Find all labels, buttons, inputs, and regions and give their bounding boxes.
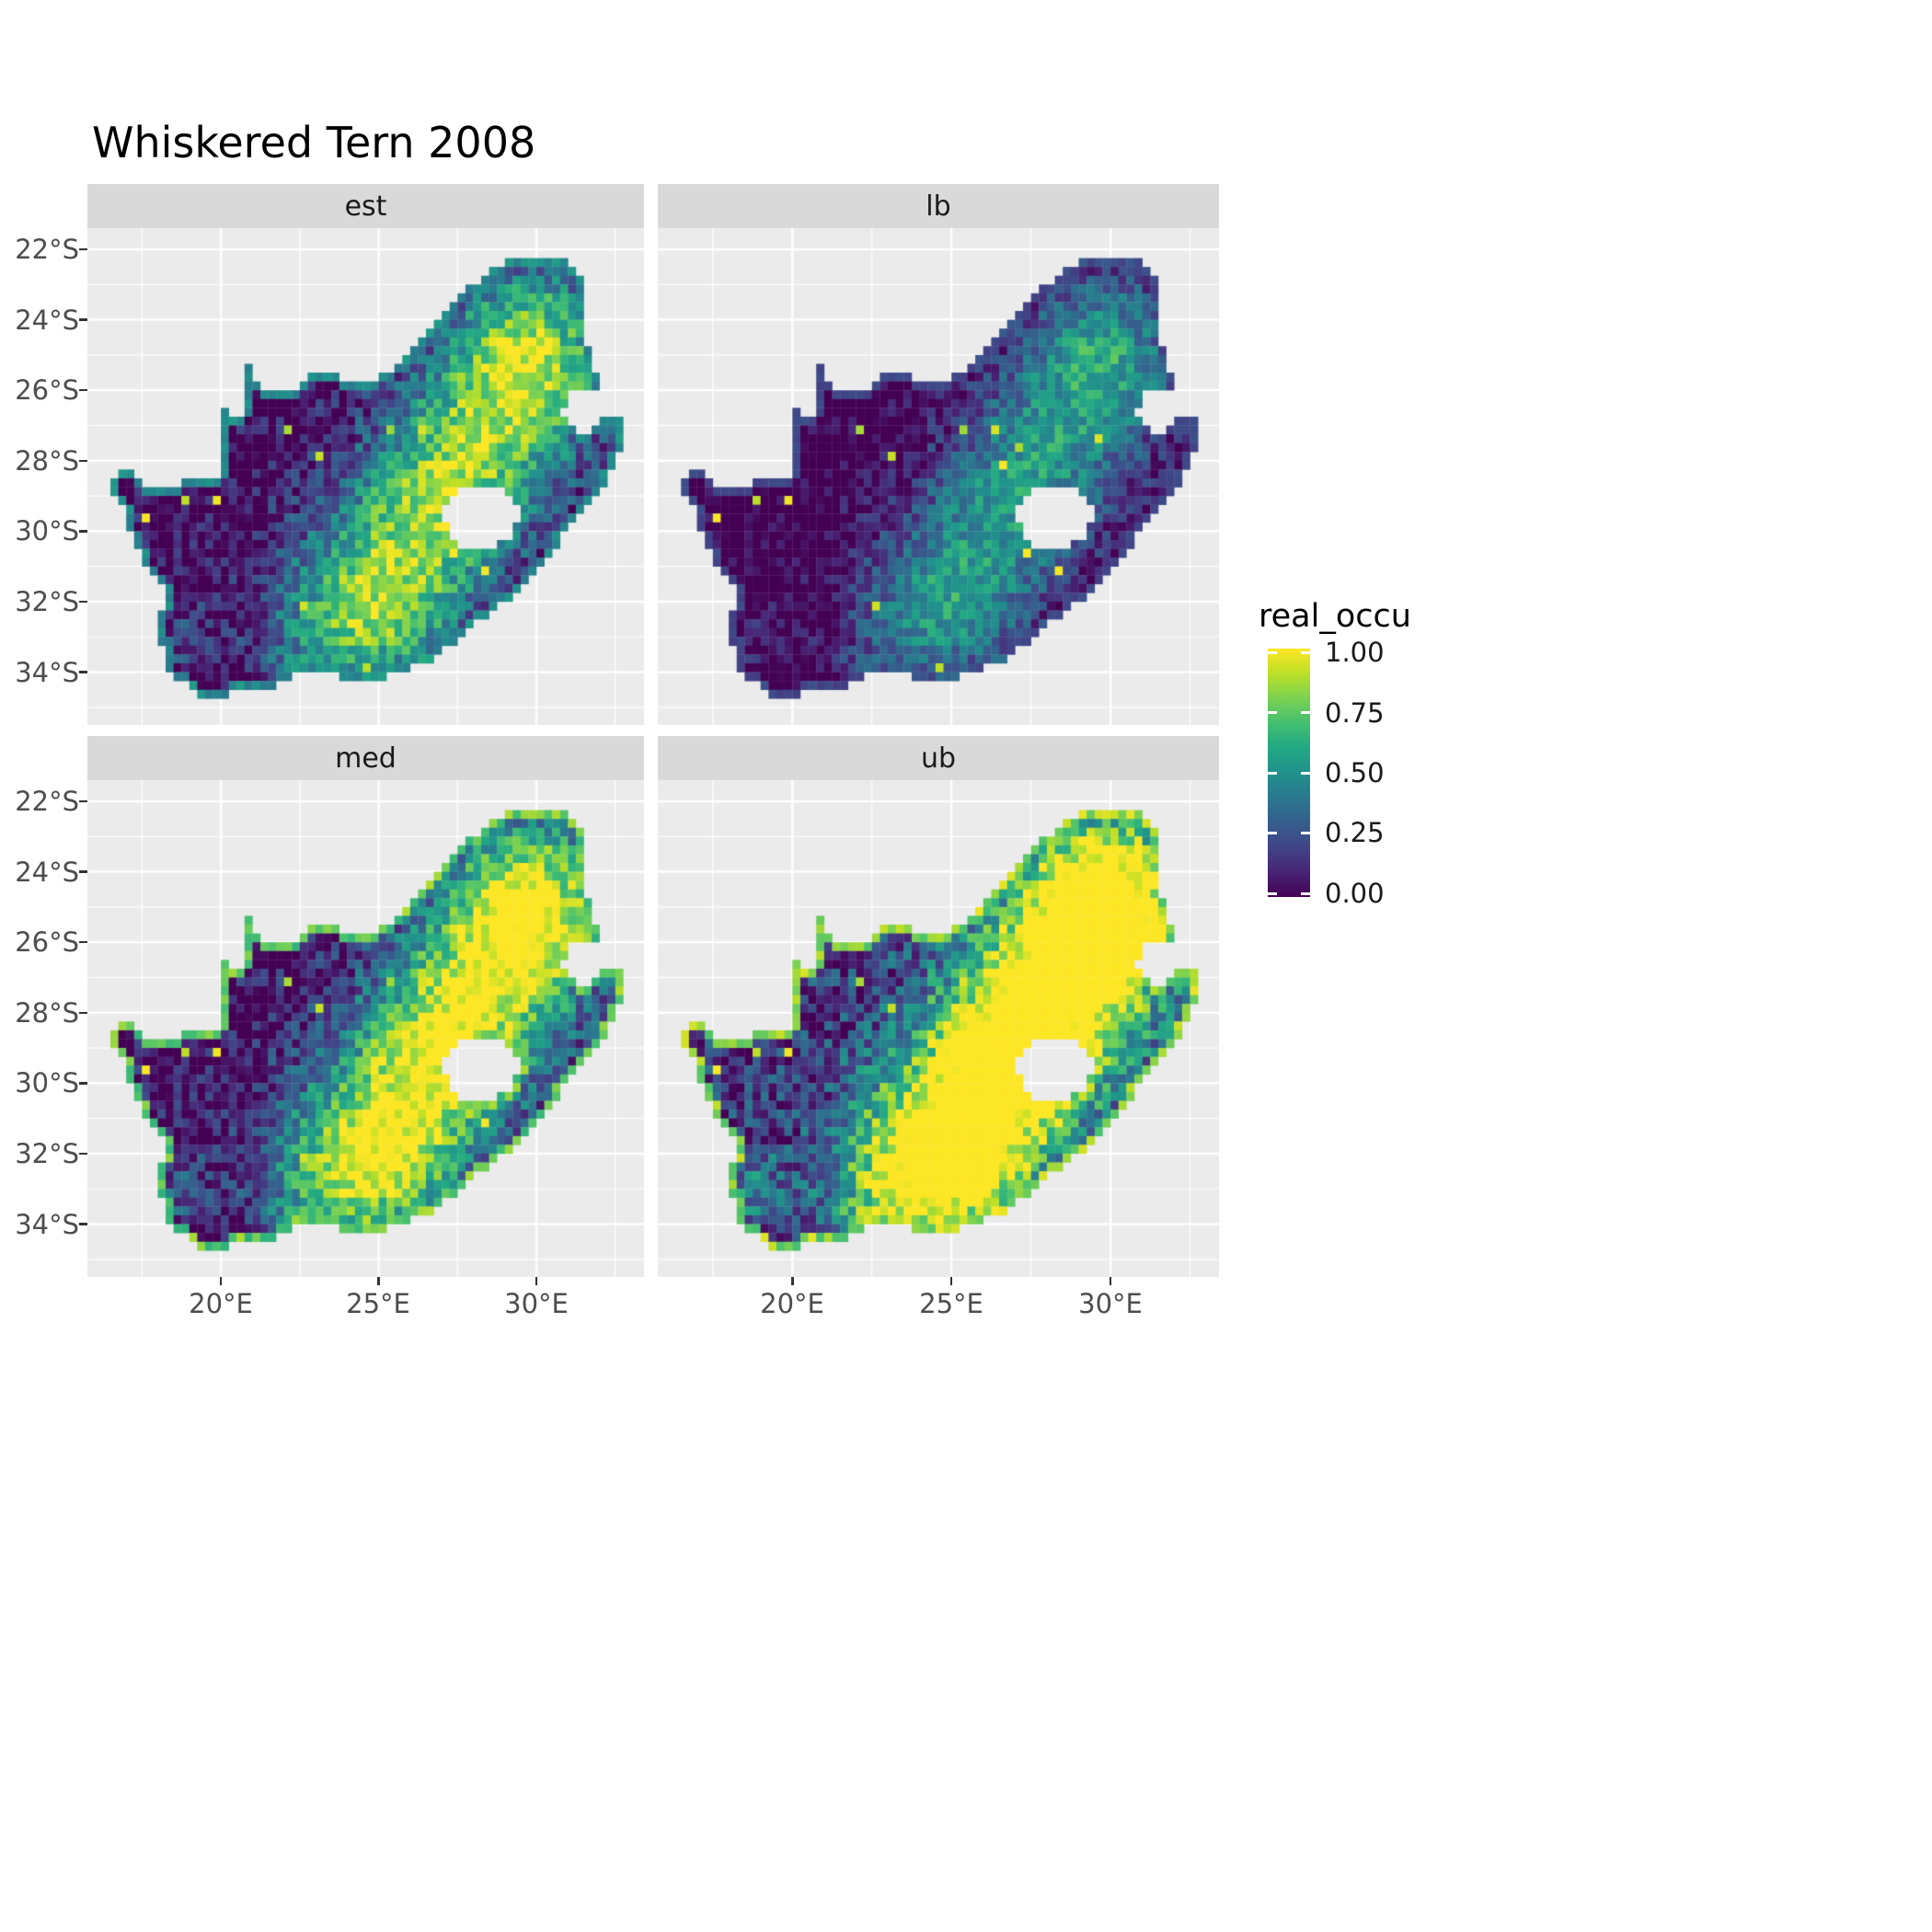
axis-tick-mark — [535, 1277, 538, 1285]
facet-label-med: med — [335, 742, 397, 775]
axis-tick-mark — [79, 1223, 87, 1225]
facet-strip-est: est — [87, 184, 644, 228]
legend-tick-mark — [1268, 771, 1277, 775]
axis-tick-mark — [79, 671, 87, 673]
x-axis-label: 20°E — [760, 1288, 824, 1319]
y-axis-label: 26°S — [15, 926, 79, 958]
y-axis-label: 34°S — [15, 657, 79, 688]
axis-tick-mark — [79, 247, 87, 251]
facet-label-est: est — [344, 190, 387, 223]
map-panel-lb — [658, 228, 1219, 725]
map-panel-med — [87, 780, 644, 1277]
legend-tick-label: 0.75 — [1325, 697, 1385, 729]
legend-tick-mark — [1301, 771, 1310, 775]
facet-label-ub: ub — [920, 742, 957, 775]
x-axis-label: 30°E — [1078, 1288, 1143, 1319]
axis-tick-mark — [79, 318, 87, 321]
legend-tick-mark — [1268, 650, 1277, 654]
x-axis-label: 25°E — [919, 1288, 983, 1319]
x-axis-label: 20°E — [189, 1288, 253, 1319]
facet-strip-lb: lb — [658, 184, 1219, 228]
legend-tick-label: 0.50 — [1325, 757, 1385, 788]
legend-tick-mark — [1301, 832, 1310, 834]
legend-tick-mark — [1268, 711, 1277, 714]
axis-tick-mark — [949, 1277, 953, 1285]
legend-tick-mark — [1301, 711, 1310, 714]
axis-tick-mark — [79, 1011, 87, 1015]
axis-tick-mark — [79, 459, 87, 463]
y-axis-label: 24°S — [15, 857, 79, 888]
legend-tick-mark — [1268, 832, 1277, 834]
facet-strip-med: med — [87, 736, 644, 780]
y-axis-label: 22°S — [15, 786, 79, 817]
axis-tick-mark — [219, 1277, 223, 1285]
page-title: Whiskered Tern 2008 — [92, 118, 536, 167]
legend-tick-label: 0.00 — [1325, 878, 1385, 909]
legend-title: real_occu — [1259, 598, 1411, 635]
x-axis-label: 30°E — [504, 1288, 569, 1319]
y-axis-label: 32°S — [15, 586, 79, 617]
legend-tick-label: 1.00 — [1325, 637, 1385, 668]
axis-tick-mark — [79, 1152, 87, 1156]
axis-tick-mark — [79, 1082, 87, 1085]
axis-tick-mark — [1109, 1277, 1112, 1285]
map-panel-est — [87, 228, 644, 725]
y-axis-label: 28°S — [15, 997, 79, 1029]
y-axis-label: 32°S — [15, 1138, 79, 1169]
axis-tick-mark — [79, 799, 87, 803]
facet-label-lb: lb — [926, 190, 951, 223]
facet-strip-ub: ub — [658, 736, 1219, 780]
y-axis-label: 30°S — [15, 1067, 79, 1098]
legend-tick-label: 0.25 — [1325, 817, 1385, 848]
y-axis-label: 28°S — [15, 445, 79, 477]
legend-tick-mark — [1268, 891, 1277, 895]
legend-tick-mark — [1301, 891, 1310, 895]
axis-tick-mark — [79, 870, 87, 873]
axis-tick-mark — [791, 1277, 794, 1285]
y-axis-label: 26°S — [15, 374, 79, 406]
axis-tick-mark — [79, 940, 87, 944]
axis-tick-mark — [79, 600, 87, 604]
axis-tick-mark — [79, 530, 87, 533]
y-axis-label: 30°S — [15, 515, 79, 546]
map-panel-ub — [658, 780, 1219, 1277]
x-axis-label: 25°E — [346, 1288, 410, 1319]
axis-tick-mark — [377, 1277, 380, 1285]
legend-tick-mark — [1301, 650, 1310, 654]
y-axis-label: 34°S — [15, 1209, 79, 1240]
y-axis-label: 24°S — [15, 305, 79, 336]
y-axis-label: 22°S — [15, 234, 79, 265]
axis-tick-mark — [79, 388, 87, 392]
